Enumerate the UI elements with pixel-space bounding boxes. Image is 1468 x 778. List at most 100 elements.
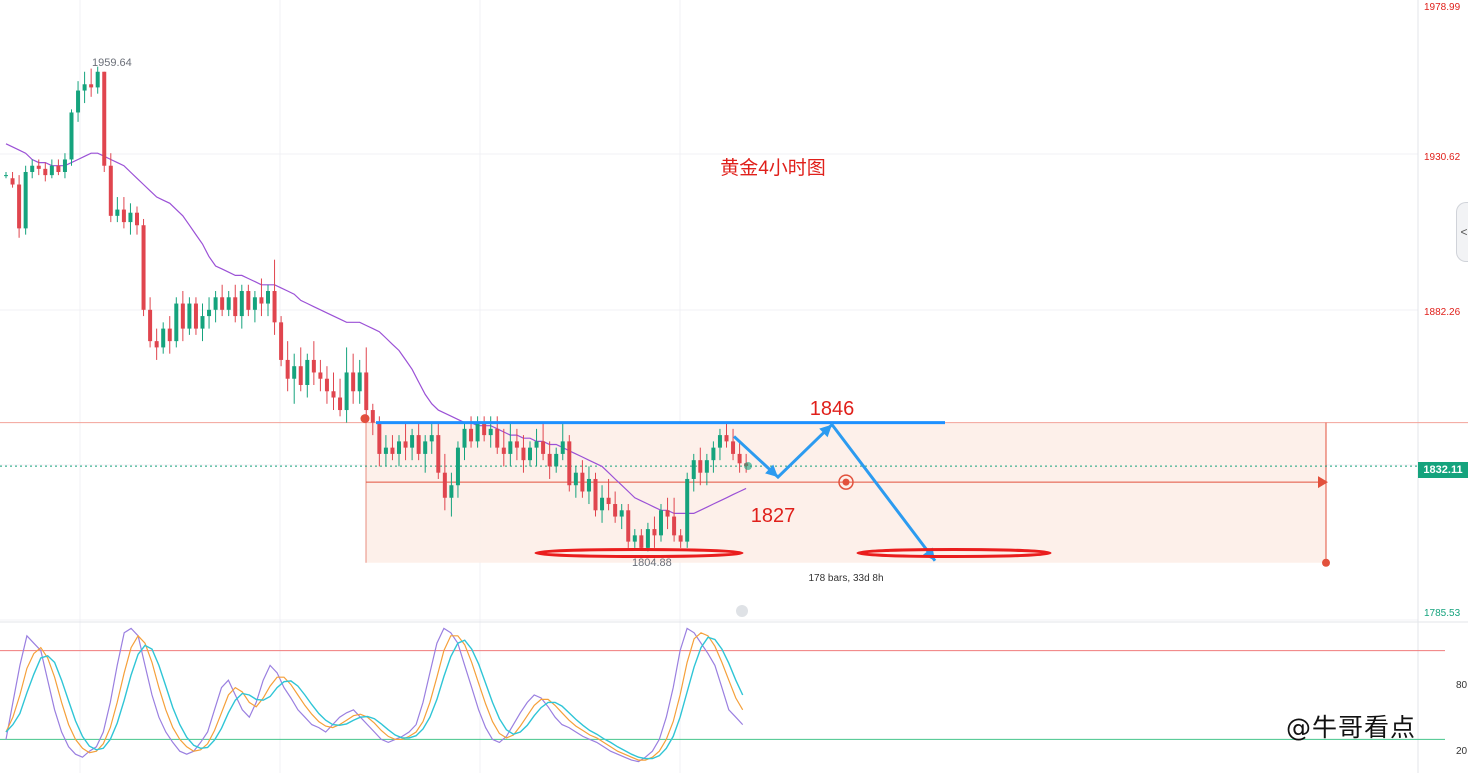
candle-body <box>207 309 212 317</box>
candle-up <box>4 171 8 179</box>
candle-up <box>449 472 454 517</box>
candle-body <box>266 291 270 304</box>
candle-body <box>161 328 166 348</box>
candle-up <box>95 66 100 94</box>
candle-body <box>292 366 297 379</box>
candle-body <box>239 291 244 317</box>
candle-up <box>49 159 54 179</box>
candle-body <box>200 316 205 329</box>
support-label: 1827 <box>751 505 796 527</box>
candle-down <box>442 453 447 511</box>
candle-body <box>436 435 441 473</box>
candle-down <box>613 491 618 523</box>
candle-body <box>501 447 506 454</box>
candle-body <box>528 447 532 461</box>
candle-body <box>220 297 225 310</box>
candle-down <box>678 529 683 548</box>
price-range-box[interactable] <box>0 414 1468 567</box>
candle-down <box>121 197 126 229</box>
price-tick-label: 1882.26 <box>1424 307 1461 318</box>
candle-body <box>737 453 742 464</box>
candle-body <box>541 441 546 454</box>
price-tick-label: 1978.99 <box>1424 2 1461 13</box>
candle-body <box>311 359 316 373</box>
candle-down <box>514 428 519 461</box>
candle-down <box>36 159 41 176</box>
candle-body <box>573 472 578 486</box>
candle-up <box>187 297 192 335</box>
candle-body <box>89 84 94 88</box>
candle-body <box>580 472 585 492</box>
osc-signal-line <box>5 636 744 760</box>
candle-up <box>128 203 133 235</box>
candle-down <box>724 422 729 448</box>
candle-body <box>691 460 696 479</box>
candle-up <box>704 453 709 486</box>
oscillator-panel <box>0 627 1445 763</box>
range-anchor-start <box>360 414 370 424</box>
candle-body <box>370 410 375 423</box>
drawing-annotations[interactable] <box>376 421 1052 617</box>
candle-down <box>737 441 742 473</box>
candle-body <box>626 510 631 542</box>
candle-up <box>429 422 434 454</box>
candle-body <box>390 447 395 454</box>
candle-down <box>501 428 506 467</box>
candle-body <box>56 165 61 172</box>
candle-body <box>154 341 159 348</box>
candle-body <box>554 453 559 467</box>
candle-down <box>672 497 677 542</box>
candle-body <box>619 510 624 517</box>
candle-body <box>344 372 349 411</box>
candle-body <box>586 478 591 492</box>
candle-body <box>469 428 474 442</box>
candle-up <box>573 466 578 498</box>
candle-down <box>698 447 703 486</box>
candle-down <box>521 435 526 473</box>
candle-body <box>259 297 264 304</box>
candle-up <box>30 159 35 179</box>
candle-body <box>475 422 480 442</box>
candle-body <box>82 84 87 91</box>
candle-body <box>606 497 611 505</box>
candle-up <box>383 435 388 467</box>
arrowhead-down-1 <box>765 464 778 478</box>
candle-up <box>685 472 690 548</box>
candle-body <box>665 510 670 517</box>
candle-body <box>246 291 251 310</box>
candle-body <box>514 441 519 448</box>
candle-body <box>685 478 690 542</box>
candle-up <box>462 422 467 461</box>
candle-down <box>311 341 316 385</box>
candle-body <box>678 535 683 542</box>
candle-body <box>547 453 552 467</box>
candle-body <box>285 359 290 379</box>
range-box-fill <box>366 422 1326 563</box>
candle-up <box>213 291 218 323</box>
candle-up <box>76 81 81 122</box>
candle-down <box>272 259 277 335</box>
candle-body <box>121 209 126 223</box>
candle-down <box>652 516 657 548</box>
candle-body <box>187 303 192 329</box>
collapse-panel-handle[interactable]: < <box>1456 202 1468 262</box>
candle-up <box>82 71 87 104</box>
candle-up <box>410 428 415 461</box>
candle-up <box>711 441 716 473</box>
ma-polyline <box>5 143 747 515</box>
candle-up <box>266 284 270 317</box>
osc-d-line <box>5 632 744 761</box>
candle-body <box>403 441 408 448</box>
range-center-handle <box>838 474 854 490</box>
moving-average-line <box>5 143 747 515</box>
candle-body <box>167 328 172 342</box>
candle-down <box>148 297 153 348</box>
candle-body <box>397 441 401 454</box>
candle-down <box>193 297 198 335</box>
candle-down <box>436 422 441 479</box>
candle-body <box>462 428 467 448</box>
candle-up <box>161 322 166 354</box>
